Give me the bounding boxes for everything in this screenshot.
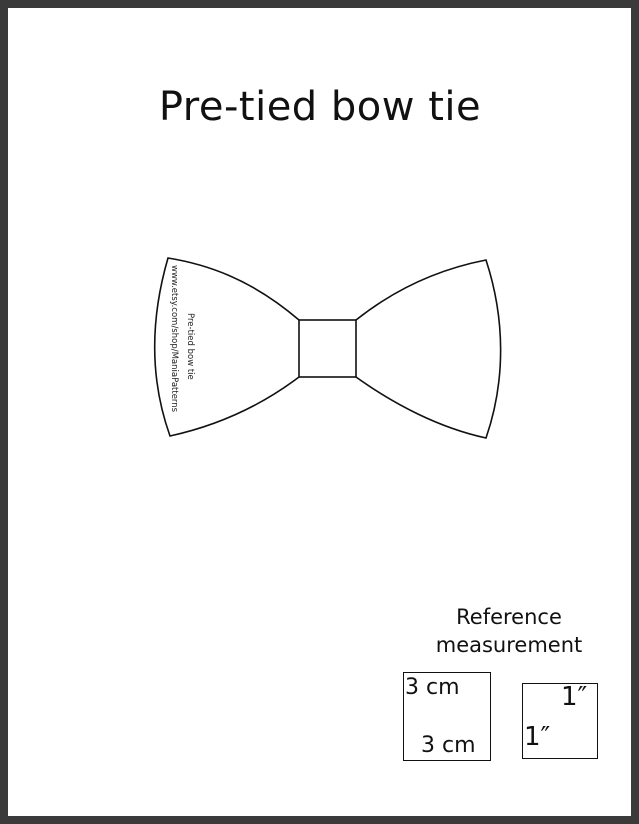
reference-heading-line2: measurement [430,631,588,659]
imperial-reference-square: 1″ 1″ [522,683,598,759]
metric-reference-square: 3 cm 3 cm [403,672,491,761]
metric-width-label: 3 cm [405,675,460,700]
bow-tie-right-wing [356,260,501,438]
metric-height-label: 3 cm [421,733,476,758]
reference-heading: Reference measurement [430,603,588,659]
imperial-height-label: 1″ [524,722,550,752]
piece-label-text: Pre-tied bow tie [185,313,195,380]
imperial-width-label: 1″ [561,682,587,712]
shop-url-text: www.etsy.com/shop/ManiaPatterns [169,265,179,413]
bow-tie-knot [299,320,356,377]
reference-heading-line1: Reference [430,603,588,631]
